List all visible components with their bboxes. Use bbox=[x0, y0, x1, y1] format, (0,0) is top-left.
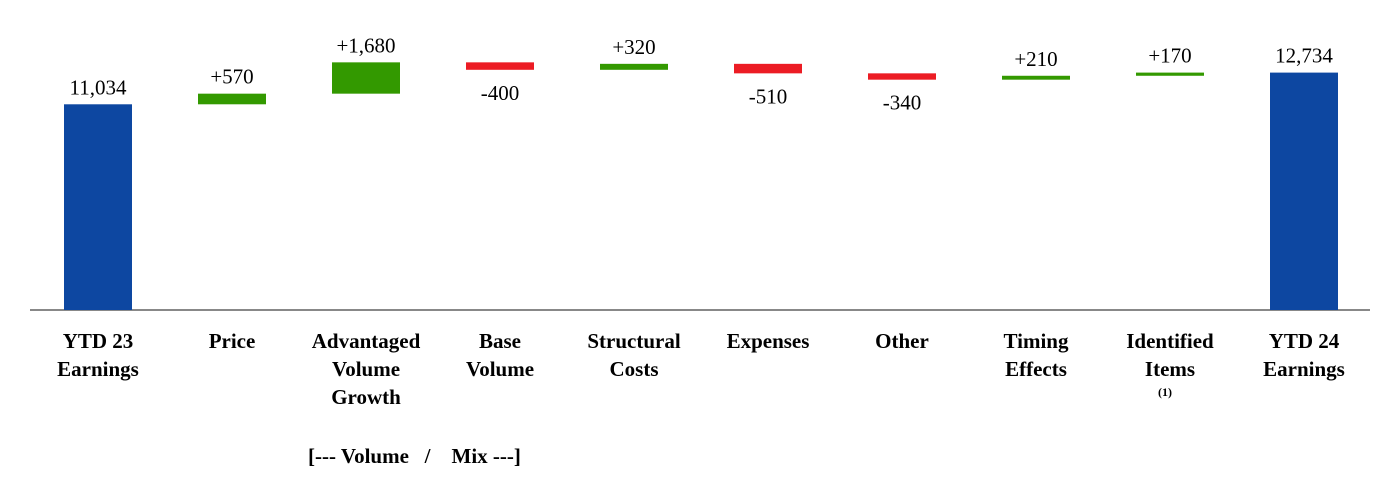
bar bbox=[600, 63, 668, 70]
x-tick-label: Identified Items bbox=[1126, 329, 1214, 381]
value-label: 11,034 bbox=[70, 75, 127, 99]
x-tick-label: YTD 23 Earnings bbox=[57, 329, 139, 381]
bar bbox=[1270, 72, 1338, 310]
x-tick-label: Structural Costs bbox=[587, 329, 681, 381]
value-label: +1,680 bbox=[336, 33, 395, 57]
x-tick-label: Price bbox=[208, 329, 256, 353]
value-label: 12,734 bbox=[1275, 44, 1333, 68]
bar bbox=[1002, 75, 1070, 80]
bar bbox=[198, 93, 266, 105]
x-tick-label: Expenses bbox=[726, 329, 810, 353]
x-tick-label: Advantaged Volume Growth bbox=[311, 329, 421, 409]
group-annotation: [--- Volume / Mix ---] bbox=[308, 444, 521, 468]
value-label: +570 bbox=[210, 65, 253, 89]
value-label: +170 bbox=[1148, 44, 1191, 68]
x-tick-label: YTD 24 Earnings bbox=[1263, 329, 1345, 381]
x-tick-label: Other bbox=[875, 329, 929, 353]
value-label: +210 bbox=[1014, 47, 1057, 71]
value-label: -510 bbox=[749, 84, 788, 108]
bar bbox=[734, 63, 802, 74]
footnote-mark: (1) bbox=[1158, 385, 1172, 399]
bar bbox=[64, 104, 132, 311]
value-label: +320 bbox=[612, 35, 655, 59]
bar bbox=[332, 62, 400, 94]
bar bbox=[1136, 72, 1204, 76]
bar bbox=[868, 73, 936, 80]
bar bbox=[466, 62, 534, 70]
x-tick-label: Timing Effects bbox=[1003, 329, 1069, 381]
value-label: -400 bbox=[481, 81, 520, 105]
value-label: -340 bbox=[883, 91, 922, 115]
x-tick-label: Base Volume bbox=[465, 329, 535, 381]
